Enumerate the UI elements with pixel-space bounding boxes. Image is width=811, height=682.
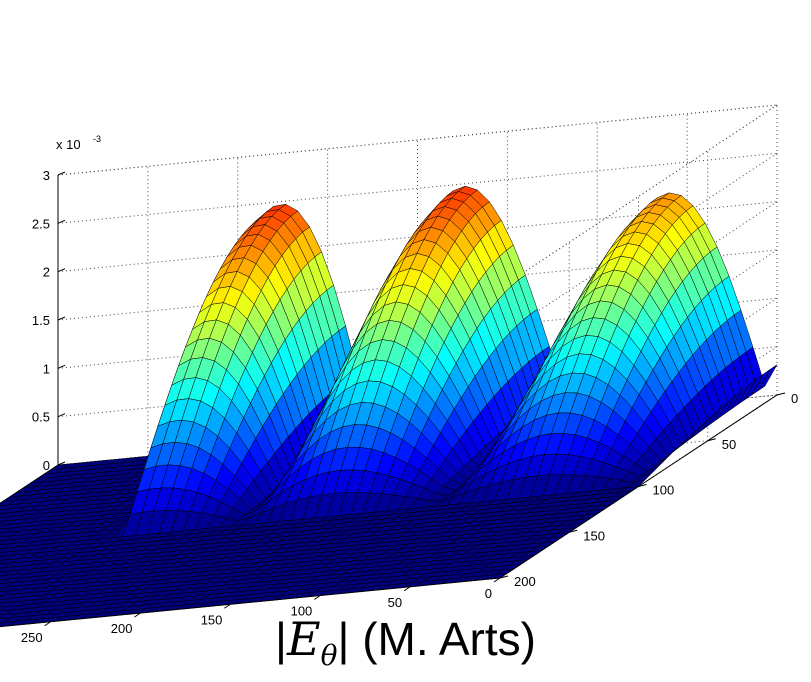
tick-mark xyxy=(707,438,716,442)
grid-line xyxy=(57,104,778,176)
x-tick-label: 0 xyxy=(485,586,492,601)
caption-bar-right: | xyxy=(337,613,350,665)
tick-mark xyxy=(57,171,66,176)
z-tick-label: 2.5 xyxy=(32,216,50,231)
grid-line xyxy=(57,201,778,273)
z-tick-label: 1.5 xyxy=(32,313,50,328)
tick-mark xyxy=(57,268,66,273)
y-tick-label: 0 xyxy=(791,391,798,406)
z-tick-label: 0.5 xyxy=(32,410,50,425)
caption-bar-left: | xyxy=(275,613,287,665)
caption-suffix: (M. Arts) xyxy=(362,613,536,665)
x-tick-label: 150 xyxy=(201,612,223,627)
x-tick-label: 100 xyxy=(291,604,313,619)
grid-line xyxy=(57,152,778,224)
x-tick-label: 50 xyxy=(388,595,402,610)
grid-line xyxy=(57,249,778,321)
axis-lines xyxy=(0,171,786,628)
x-tick-label: 200 xyxy=(111,621,133,636)
z-tick-label: 3 xyxy=(43,168,50,183)
z-exponent-label: x 10 -3 xyxy=(56,134,101,152)
tick-mark xyxy=(57,461,66,466)
tick-labels: 05010015020025030035040005010015020000.5… xyxy=(21,168,798,645)
tick-mark xyxy=(57,316,66,321)
surface-mesh xyxy=(0,185,778,627)
tick-mark xyxy=(638,484,647,487)
tick-mark xyxy=(569,529,578,533)
tick-mark xyxy=(57,413,66,418)
y-tick-label: 100 xyxy=(653,483,675,498)
axis-line xyxy=(0,464,59,504)
y-tick-label: 200 xyxy=(514,574,536,589)
tick-mark xyxy=(493,577,501,583)
tick-mark xyxy=(313,595,321,600)
tick-mark xyxy=(44,621,51,627)
grid-line xyxy=(499,104,778,289)
z-tick-label: 2 xyxy=(43,265,50,280)
caption-symbol: E xyxy=(287,612,321,666)
grid-line xyxy=(499,152,778,337)
tick-mark xyxy=(403,586,411,592)
z-tick-label: 0 xyxy=(43,458,50,473)
tick-mark xyxy=(776,392,786,396)
y-tick-label: 150 xyxy=(583,528,605,543)
tick-mark xyxy=(57,364,66,369)
y-tick-label: 50 xyxy=(722,437,736,452)
z-tick-label: 1 xyxy=(43,361,50,376)
svg-text:-3: -3 xyxy=(93,134,101,144)
tick-mark xyxy=(134,612,141,618)
caption-subscript: θ xyxy=(320,639,338,672)
tick-mark xyxy=(224,603,231,609)
svg-text:x 10: x 10 xyxy=(56,137,81,152)
x-tick-label: 250 xyxy=(21,630,43,645)
grid-line xyxy=(57,297,778,369)
chart-caption: |Eθ| (M. Arts) xyxy=(0,612,811,672)
tick-mark xyxy=(57,219,66,224)
tick-mark xyxy=(499,575,509,579)
